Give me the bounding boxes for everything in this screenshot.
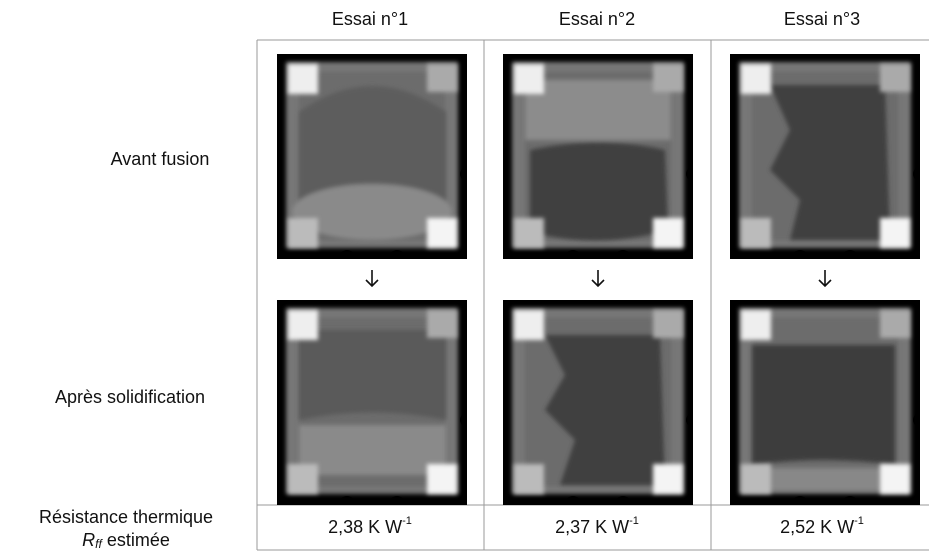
row-label: Après solidification (55, 387, 205, 407)
image-before-2 (503, 54, 700, 266)
row-labels: Avant fusion Après solidification Résist… (39, 149, 213, 551)
image-after-2 (503, 300, 700, 512)
image-before-3 (730, 54, 927, 266)
table-grid (256, 39, 929, 551)
symbol: R (82, 530, 95, 550)
exponent: -1 (629, 515, 639, 527)
column-header: Essai n°3 (784, 9, 860, 29)
subscript: ff (95, 537, 103, 551)
arrow (818, 270, 832, 288)
column-headers: Essai n°1 Essai n°2 Essai n°3 (332, 9, 860, 29)
value-cell: 2,38 K W-1 (328, 515, 412, 537)
label-text: estimée (102, 530, 170, 550)
value-text: 2,52 K W (780, 517, 854, 537)
column-header: Essai n°2 (559, 9, 635, 29)
value-text: 2,37 K W (555, 517, 629, 537)
value-cell: 2,37 K W-1 (555, 515, 639, 537)
image-after-3 (730, 300, 927, 512)
row-label: Avant fusion (111, 149, 210, 169)
arrows (365, 270, 832, 288)
exponent: -1 (402, 515, 412, 527)
value-cell: 2,52 K W-1 (780, 515, 864, 537)
resistance-values: 2,38 K W-1 2,37 K W-1 2,52 K W-1 (328, 515, 864, 537)
image-after-1 (277, 300, 474, 512)
column-header: Essai n°1 (332, 9, 408, 29)
arrow (591, 270, 605, 288)
arrow (365, 270, 379, 288)
value-text: 2,38 K W (328, 517, 402, 537)
row-label: Rff estimée (82, 530, 170, 551)
exponent: -1 (854, 515, 864, 527)
row-label: Résistance thermique (39, 507, 213, 527)
image-before-1 (277, 54, 474, 266)
